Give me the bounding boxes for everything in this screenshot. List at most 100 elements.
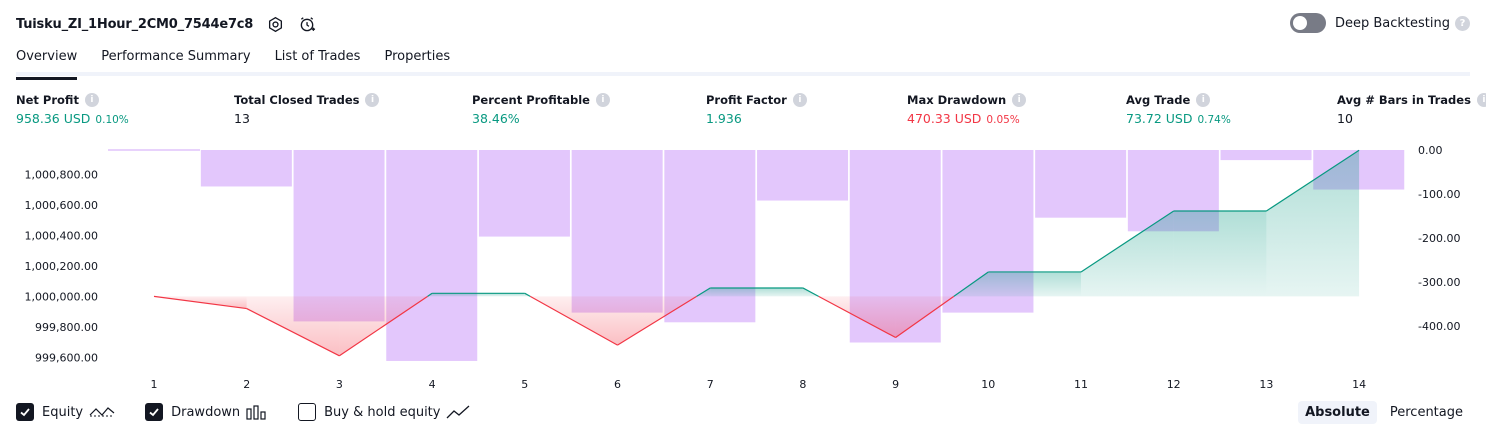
metric-avg-trade: Avg Trade i 73.72 USD 0.74% [1126,93,1231,126]
checkmark-icon [20,408,30,417]
legend-drawdown[interactable]: Drawdown [145,403,268,421]
x-axis-tick-label: 1 [151,378,158,391]
report-header: Tuisku_ZI_1Hour_2CM0_7544e7c8 [16,12,317,36]
metric-percent-profitable: Percent Profitable i 38.46% [472,93,610,126]
strategy-title: Tuisku_ZI_1Hour_2CM0_7544e7c8 [16,16,254,32]
checkmark-icon [149,408,159,417]
tab-performance-summary[interactable]: Performance Summary [101,49,251,64]
right-axis-tick-label: -300.00 [1418,276,1460,289]
metric-label: Max Drawdown [907,93,1007,107]
equity-profit-area [1266,150,1360,297]
equity-loss-area [895,296,954,338]
drawdown-bars-icon [246,403,268,421]
deep-backtesting: Deep Backtesting ? [1289,13,1470,33]
x-axis-tick-label: 12 [1167,378,1181,391]
equity-line-segment [524,292,531,297]
equity-profit-area [710,287,803,297]
metric-value: 1.936 [706,111,742,126]
deep-backtesting-toggle[interactable] [1289,13,1326,33]
right-axis-tick-label: 0.00 [1418,144,1443,157]
help-icon[interactable]: i [1476,93,1486,107]
help-icon[interactable]: i [595,93,610,107]
metric-value: 470.33 USD [907,111,982,126]
equity-profit-area [1173,210,1267,297]
metric-label: Profit Factor [706,93,787,107]
left-axis-tick-label: 1,000,800.00 [25,168,98,181]
equity-loss-area [617,296,697,346]
equity-line-segment [617,295,697,346]
metric-percent: 0.10% [95,114,129,126]
equity-drawdown-chart[interactable]: 1,000,800.00 1,000,600.00 1,000,400.00 1,00… [0,138,1486,396]
equity-line-icon [89,403,115,421]
legend-label: Drawdown [171,404,241,420]
settings-gear-icon[interactable] [265,14,285,34]
equity-line-segment [246,308,340,357]
percentage-button[interactable]: Percentage [1389,405,1463,420]
drawdown-checkbox[interactable] [145,403,164,421]
legend-label: Buy & hold equity [324,404,441,420]
x-axis-tick-label: 13 [1259,378,1273,391]
buy-hold-checkbox[interactable] [298,403,317,421]
x-axis-tick-label: 11 [1074,378,1088,391]
metric-label: Percent Profitable [472,93,590,107]
add-alert-clock-icon[interactable] [297,14,317,34]
value-mode-switch: Absolute Percentage [1292,401,1470,424]
help-icon[interactable]: ? [1455,15,1470,31]
tab-properties[interactable]: Properties [384,49,451,64]
equity-line-segment [895,295,955,339]
legend-equity[interactable]: Equity [16,403,115,421]
metric-percent: 0.05% [986,114,1020,126]
chart-legend: Equity Drawdown Buy & hold equity [16,403,500,421]
equity-loss-area [154,296,247,309]
help-icon[interactable]: i [792,93,807,107]
equity-line-segment [1080,210,1175,273]
help-icon[interactable]: i [365,93,380,107]
x-axis-tick-label: 3 [336,378,343,391]
x-axis-tick-label: 8 [799,378,806,391]
metric-net-profit: Net Profit i 958.36 USD 0.10% [16,93,129,126]
metric-total-closed-trades: Total Closed Trades i 13 [234,93,380,126]
absolute-button[interactable]: Absolute [1298,401,1377,424]
x-axis-tick-label: 5 [521,378,528,391]
metric-value: 73.72 USD [1126,111,1193,126]
equity-profit-area [1081,210,1174,297]
equity-line-segment [1266,149,1360,212]
drawdown-bar [478,150,570,237]
x-axis-tick-label: 6 [614,378,621,391]
equity-profit-area [432,293,525,297]
equity-loss-area [246,296,340,356]
legend-buy-hold-equity[interactable]: Buy & hold equity [298,403,470,421]
left-axis-tick-label: 1,000,200.00 [25,260,98,273]
drawdown-bar [386,150,478,361]
drawdown-bar [571,150,663,313]
drawdown-bar [1035,150,1127,218]
tab-overview[interactable]: Overview [16,44,78,80]
report-tabs: Overview Performance Summary List of Tra… [16,44,1470,80]
help-icon[interactable]: i [84,93,99,107]
left-axis-tick-label: 999,600.00 [35,351,98,364]
tab-list-of-trades[interactable]: List of Trades [274,49,361,64]
left-axis-tick-label: 999,800.00 [35,321,98,334]
equity-checkbox[interactable] [16,403,34,421]
x-axis-tick-label: 9 [892,378,899,391]
help-icon[interactable]: i [1012,93,1027,107]
metric-value: 38.46% [472,111,520,126]
metric-label: Net Profit [16,93,79,107]
help-icon[interactable]: i [1196,93,1211,107]
equity-profit-area [988,271,1081,297]
left-axis-tick-label: 1,000,600.00 [25,199,98,212]
metric-value: 10 [1337,111,1353,126]
metric-value: 958.36 USD [16,111,91,126]
right-axis-tick-label: -200.00 [1418,232,1460,245]
equity-line-segment [696,287,711,297]
metric-max-drawdown: Max Drawdown i 470.33 USD 0.05% [907,93,1027,126]
equity-line-segment [153,295,247,310]
left-axis-tick-label: 1,000,400.00 [25,229,98,242]
metric-label: Avg Trade [1126,93,1191,107]
equity-line-segment [818,295,896,339]
equity-loss-area [530,296,618,346]
equity-line-segment [529,295,618,346]
metric-label: Avg # Bars in Trades [1337,93,1471,107]
right-axis-tick-label: -400.00 [1418,320,1460,333]
buy-hold-line-icon [446,403,470,421]
